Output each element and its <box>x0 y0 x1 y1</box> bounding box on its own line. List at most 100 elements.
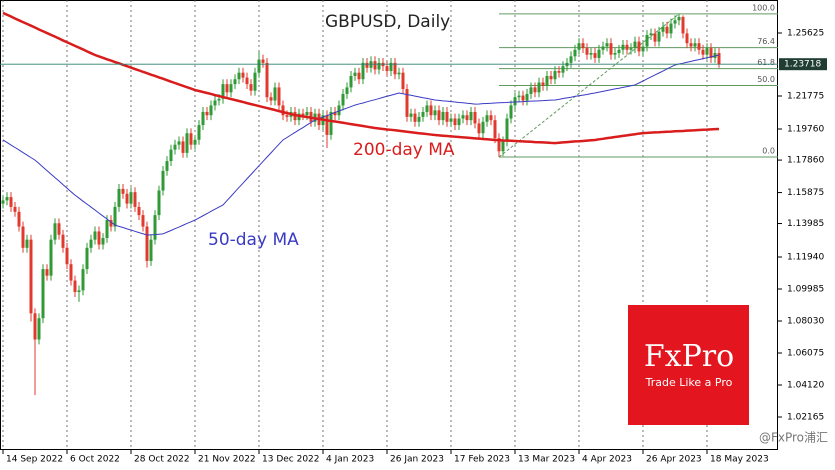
y-tick-label: 1.02165 <box>787 413 824 423</box>
candle-body <box>73 280 77 293</box>
candle-body <box>69 264 73 281</box>
x-tick-label: 6 Oct 2022 <box>70 455 120 465</box>
candle-body <box>193 139 197 145</box>
candle-body <box>437 110 441 121</box>
candle-body <box>533 87 537 93</box>
candle-body <box>117 188 121 207</box>
candle-body <box>353 72 357 76</box>
candle-body <box>621 44 625 50</box>
candle-body <box>109 220 113 227</box>
ma-label: 50-day MA <box>208 230 299 250</box>
candle-body <box>413 113 417 122</box>
candle-body <box>113 206 117 227</box>
candle-body <box>209 105 213 116</box>
candle-body <box>1 200 5 204</box>
candle-body <box>401 72 405 90</box>
plot-frame <box>0 0 778 450</box>
candle-body <box>201 111 205 126</box>
ma-label: 200-day MA <box>353 140 455 160</box>
candle-body <box>545 75 549 86</box>
ma-line <box>2 54 720 236</box>
y-tick-label: 1.09985 <box>787 285 824 295</box>
candle-body <box>285 115 289 117</box>
candle-body <box>225 84 229 93</box>
candle-body <box>181 141 185 153</box>
candle-body <box>25 239 29 248</box>
candle-body <box>37 318 41 340</box>
x-tick-label: 14 Sep 2022 <box>6 455 63 465</box>
candle-body <box>501 141 505 152</box>
candle-body <box>493 120 497 139</box>
candle-body <box>453 118 457 126</box>
candle-body <box>33 313 37 340</box>
candle-body <box>677 17 681 21</box>
candle-body <box>689 43 693 47</box>
candle-body <box>557 71 561 73</box>
y-tick-label: 1.17860 <box>787 156 824 166</box>
candle-body <box>529 87 533 94</box>
candle-body <box>141 215 145 227</box>
candle-body <box>433 110 437 116</box>
candle-body <box>569 56 573 63</box>
candle-body <box>513 97 517 106</box>
candle-body <box>97 231 101 245</box>
x-tick-label: 26 Apr 2023 <box>646 455 702 465</box>
watermark: @FxPro浦汇 <box>759 431 828 445</box>
candle-body <box>597 49 601 58</box>
candle-body <box>341 93 345 106</box>
candle-body <box>601 46 605 50</box>
candle-body <box>541 82 545 86</box>
x-tick-label: 18 May 2023 <box>710 455 769 465</box>
candle-body <box>549 75 553 80</box>
candle-body <box>245 77 249 85</box>
candle-body <box>697 43 701 50</box>
ma-line <box>2 11 720 145</box>
candle-body <box>21 226 25 248</box>
candle-body <box>301 113 305 116</box>
candle-body <box>133 192 137 207</box>
candle-body <box>357 72 361 80</box>
candle-body <box>417 116 421 122</box>
x-tick-label: 21 Nov 2022 <box>198 455 256 465</box>
candle-body <box>717 53 721 65</box>
candle-body <box>505 118 509 142</box>
x-tick-label: 13 Dec 2022 <box>262 455 320 465</box>
fib-label: 100.0 <box>752 3 775 12</box>
price-label: 1.23718 <box>784 60 821 70</box>
candle-body <box>77 290 81 293</box>
candle-body <box>261 59 265 63</box>
candle-body <box>409 113 413 117</box>
candle-body <box>625 44 629 50</box>
candle-body <box>349 75 353 88</box>
candle-body <box>485 115 489 122</box>
candle-body <box>469 111 473 121</box>
candle-body <box>525 93 529 101</box>
x-tick-label: 26 Jan 2023 <box>390 455 444 465</box>
y-tick-label: 1.13985 <box>787 219 824 229</box>
candle-body <box>205 111 209 116</box>
x-tick-label: 13 Mar 2023 <box>518 455 575 465</box>
candle-body <box>281 105 285 116</box>
candle-body <box>385 66 389 72</box>
candle-body <box>217 98 221 101</box>
candle-body <box>629 48 633 50</box>
candle-body <box>537 82 541 93</box>
candle-body <box>5 197 9 201</box>
candle-body <box>709 48 713 58</box>
candle-body <box>429 105 433 116</box>
y-tick-label: 1.11940 <box>787 253 824 263</box>
candle-body <box>645 35 649 47</box>
candle-body <box>53 223 57 240</box>
fib-trend <box>498 13 680 158</box>
candle-body <box>449 118 453 122</box>
candle-body <box>305 111 309 116</box>
fib-label: 61.8 <box>757 58 775 67</box>
candle-body <box>681 17 685 34</box>
candle-body <box>257 59 261 73</box>
candle-body <box>653 33 657 42</box>
candle-body <box>593 53 597 58</box>
candle-body <box>661 26 665 32</box>
candle-body <box>637 41 641 52</box>
candle-body <box>477 123 481 134</box>
candle-body <box>497 138 501 152</box>
